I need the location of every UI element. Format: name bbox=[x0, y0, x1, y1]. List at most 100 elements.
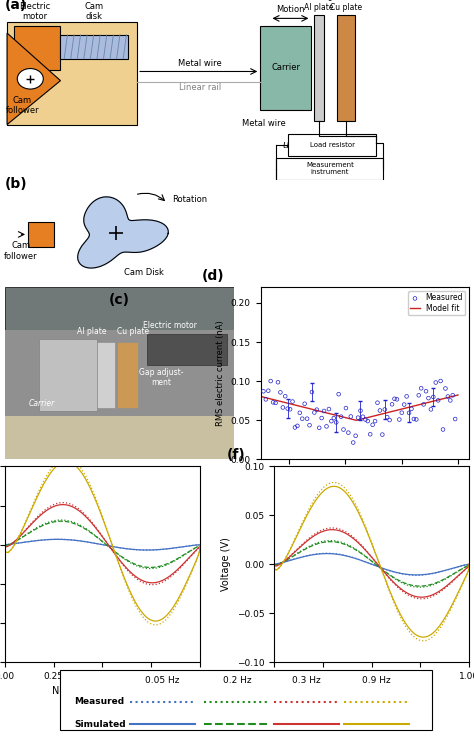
Text: Electric
motor: Electric motor bbox=[19, 2, 51, 21]
Measured bbox=[386, 414, 393, 426]
Measured bbox=[325, 403, 333, 415]
Measured bbox=[401, 398, 408, 410]
Measured bbox=[260, 385, 267, 397]
Text: Cam
follower: Cam follower bbox=[4, 241, 38, 261]
Measured bbox=[422, 385, 430, 397]
Measured bbox=[279, 401, 287, 413]
Model fit bbox=[258, 392, 264, 401]
Measured bbox=[347, 411, 355, 423]
Text: 0.9 Hz: 0.9 Hz bbox=[362, 675, 391, 685]
Text: u: u bbox=[283, 140, 289, 151]
Measured bbox=[398, 406, 406, 418]
Measured bbox=[301, 398, 309, 409]
Measured bbox=[303, 413, 311, 425]
Measured bbox=[291, 421, 299, 433]
Y-axis label: Voltage (V): Voltage (V) bbox=[221, 537, 231, 591]
Measured bbox=[403, 390, 410, 402]
Measured bbox=[369, 419, 376, 431]
Model fit bbox=[310, 405, 316, 414]
X-axis label: Normalized time t/Δt: Normalized time t/Δt bbox=[321, 687, 422, 696]
Text: 0.05 Hz: 0.05 Hz bbox=[146, 675, 180, 685]
Measured bbox=[286, 403, 294, 415]
Polygon shape bbox=[78, 197, 168, 268]
Measured bbox=[381, 403, 389, 415]
Measured bbox=[310, 406, 318, 418]
Measured bbox=[308, 386, 316, 398]
Measured bbox=[323, 420, 330, 432]
Measured bbox=[408, 403, 415, 415]
FancyBboxPatch shape bbox=[97, 342, 115, 408]
Text: Cam Disk: Cam Disk bbox=[124, 268, 164, 277]
Y-axis label: RMS electric current (nA): RMS electric current (nA) bbox=[216, 321, 225, 426]
Measured bbox=[359, 411, 367, 423]
FancyBboxPatch shape bbox=[117, 342, 138, 408]
Text: (f): (f) bbox=[227, 448, 246, 462]
FancyBboxPatch shape bbox=[147, 334, 228, 365]
Text: Metal wire: Metal wire bbox=[178, 59, 222, 68]
FancyBboxPatch shape bbox=[39, 339, 97, 412]
Model fit bbox=[354, 416, 360, 425]
Text: Simulated: Simulated bbox=[74, 720, 126, 729]
Model fit bbox=[446, 393, 452, 402]
Measured bbox=[447, 395, 454, 406]
Text: (d): (d) bbox=[202, 270, 225, 284]
FancyBboxPatch shape bbox=[61, 35, 128, 58]
FancyBboxPatch shape bbox=[7, 22, 137, 125]
Text: Electric motor: Electric motor bbox=[143, 321, 197, 330]
Measured bbox=[418, 382, 425, 394]
FancyBboxPatch shape bbox=[288, 134, 376, 156]
Measured bbox=[352, 430, 359, 442]
FancyBboxPatch shape bbox=[61, 670, 432, 730]
Measured bbox=[306, 419, 313, 431]
Text: Carrier: Carrier bbox=[271, 64, 300, 72]
Measured bbox=[284, 403, 292, 415]
Measured bbox=[262, 393, 270, 405]
FancyBboxPatch shape bbox=[5, 287, 234, 460]
Measured bbox=[415, 389, 422, 401]
Text: Measurement
instrument: Measurement instrument bbox=[306, 162, 354, 175]
Measured bbox=[364, 415, 372, 427]
Measured bbox=[318, 412, 326, 424]
Measured bbox=[320, 405, 328, 417]
Measured bbox=[379, 429, 386, 440]
Measured bbox=[410, 413, 418, 425]
Text: Gap adjust-
ment: Gap adjust- ment bbox=[138, 368, 183, 387]
Text: Measured: Measured bbox=[74, 697, 125, 706]
Measured bbox=[269, 396, 277, 408]
Text: (b): (b) bbox=[5, 177, 27, 191]
Text: Fixed
Cu plate: Fixed Cu plate bbox=[329, 0, 362, 12]
Measured bbox=[340, 423, 347, 435]
Text: Linear rail: Linear rail bbox=[179, 83, 221, 92]
FancyBboxPatch shape bbox=[337, 15, 355, 121]
Measured bbox=[427, 403, 435, 415]
Measured bbox=[313, 403, 320, 415]
Measured bbox=[335, 388, 342, 400]
FancyBboxPatch shape bbox=[14, 26, 61, 69]
Measured bbox=[451, 413, 459, 425]
Measured bbox=[272, 397, 279, 409]
Measured bbox=[449, 389, 456, 401]
Measured bbox=[264, 385, 272, 397]
Model fit bbox=[294, 401, 300, 410]
Text: Motion: Motion bbox=[276, 4, 305, 14]
Measured bbox=[332, 417, 340, 429]
Measured bbox=[420, 398, 428, 410]
FancyBboxPatch shape bbox=[276, 157, 383, 180]
Measured bbox=[342, 402, 350, 414]
Polygon shape bbox=[7, 33, 61, 125]
Model fit bbox=[270, 395, 275, 403]
Measured bbox=[434, 395, 442, 406]
Measured bbox=[393, 393, 401, 405]
Measured bbox=[388, 398, 396, 410]
Measured bbox=[337, 411, 345, 423]
Text: Metal wire: Metal wire bbox=[242, 120, 285, 129]
Measured bbox=[299, 413, 306, 425]
Legend: Measured, Model fit: Measured, Model fit bbox=[408, 291, 465, 316]
FancyBboxPatch shape bbox=[314, 15, 324, 121]
Measured bbox=[282, 390, 289, 402]
Measured bbox=[328, 415, 335, 427]
Measured bbox=[296, 407, 304, 419]
Measured bbox=[315, 422, 323, 434]
Measured bbox=[357, 405, 365, 417]
Line: Model fit: Model fit bbox=[261, 395, 458, 420]
